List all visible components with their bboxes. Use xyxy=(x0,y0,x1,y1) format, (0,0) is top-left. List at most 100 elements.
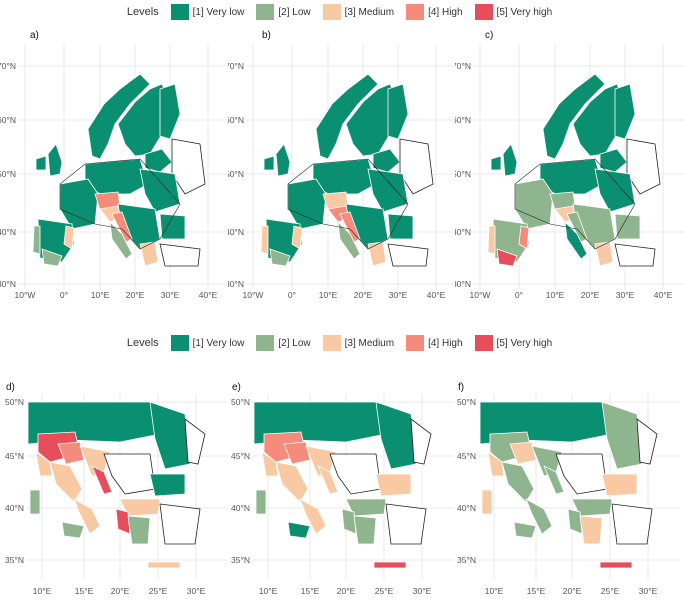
legend-item-very-low: [1] Very low xyxy=(170,4,245,20)
region-romania-ukraine xyxy=(375,401,417,470)
legend-item-very-high: [5] Very high xyxy=(474,4,552,20)
region-italy-center xyxy=(49,461,83,503)
region-turkey-west xyxy=(611,503,653,545)
y-tick-label: 40°N xyxy=(457,503,476,513)
region-france xyxy=(514,178,554,230)
region-france xyxy=(287,178,327,230)
x-tick-label: 10°W xyxy=(15,290,36,300)
europe-map-c: 10°W 0° 10°E 20°E 30°E 40°E 70°N 60°N 50°N 40°N 30… xyxy=(455,44,685,300)
y-tick-label: 70°N xyxy=(0,61,16,71)
region-poland-ukraine xyxy=(594,168,636,213)
region-poland-ukraine xyxy=(139,168,181,213)
region-norway xyxy=(315,73,379,160)
legend-swatch xyxy=(474,4,493,20)
x-tick-label: 25°E xyxy=(601,586,620,596)
x-tick-label: 0° xyxy=(515,290,523,300)
region-ireland xyxy=(490,155,502,171)
legend-swatch xyxy=(406,4,425,20)
region-finland-east xyxy=(614,83,636,140)
region-baltic xyxy=(599,148,628,173)
region-portugal xyxy=(487,225,496,255)
legend-title: Levels xyxy=(126,6,159,18)
region-veneto xyxy=(57,441,85,465)
y-tick-label: 40°N xyxy=(228,227,244,237)
region-sardinia xyxy=(255,489,267,515)
x-tick-label: 10°E xyxy=(33,586,52,596)
panel-label-a: a) xyxy=(30,30,39,41)
map-panel-a: 10°W 0° 10°E 20°E 30°E 40°E 70°N 60°N 50°N 40°N 30… xyxy=(0,44,230,306)
region-italy-south xyxy=(73,498,101,535)
legend-swatch xyxy=(474,335,493,351)
region-romania xyxy=(387,213,414,240)
x-tick-label: 20°E xyxy=(337,586,356,596)
x-tick-label: 10°E xyxy=(546,290,565,300)
region-italy-coast-west xyxy=(261,451,279,477)
region-italy-south xyxy=(525,498,553,535)
region-italy-center xyxy=(275,461,309,503)
region-turkey-west xyxy=(385,503,427,545)
region-veneto xyxy=(509,441,537,465)
y-tick-label: 70°N xyxy=(455,61,471,71)
region-spain-south xyxy=(41,248,63,267)
region-greece-west xyxy=(115,508,131,535)
y-tick-label: 40°N xyxy=(0,227,16,237)
balkan-italy-map-f: 10°E 15°E 20°E 25°E 30°E 50°N 45°N 40°N 35°N xyxy=(457,394,680,596)
x-tick-label: 40°E xyxy=(654,290,673,300)
x-tick-label: 30°E xyxy=(187,586,206,596)
region-sicily xyxy=(513,521,537,539)
region-spain-east xyxy=(291,225,303,250)
y-tick-label: 30°N xyxy=(0,279,16,289)
legend-label: [1] Very low xyxy=(192,6,245,18)
y-tick-label: 45°N xyxy=(457,451,476,461)
region-serbia-bosnia xyxy=(103,453,156,495)
y-tick-label: 60°N xyxy=(0,115,16,125)
region-portugal xyxy=(260,225,269,255)
x-tick-label: 10°E xyxy=(485,586,504,596)
region-russia-west xyxy=(399,138,434,195)
region-ireland xyxy=(35,155,47,171)
x-tick-label: 30°E xyxy=(389,290,408,300)
legend-label: [2] Low xyxy=(278,6,311,18)
legend-swatch xyxy=(256,335,275,351)
y-tick-label: 40°N xyxy=(5,503,24,513)
y-tick-label: 35°N xyxy=(231,555,250,565)
x-tick-label: 10°W xyxy=(470,290,491,300)
region-turkey-west xyxy=(614,243,656,267)
region-ireland xyxy=(263,155,275,171)
region-italy-south xyxy=(299,498,327,535)
legend-item-low: [2] Low xyxy=(256,335,311,351)
x-tick-label: 20°E xyxy=(126,290,145,300)
x-tick-label: 10°E xyxy=(259,586,278,596)
y-tick-label: 45°N xyxy=(231,451,250,461)
x-tick-label: 30°E xyxy=(413,586,432,596)
region-romania-ukraine xyxy=(149,401,191,470)
region-spain-south xyxy=(269,248,291,267)
region-sardinia xyxy=(481,489,493,515)
region-sicily xyxy=(61,521,85,539)
region-greece-west xyxy=(567,508,583,535)
region-greece-south xyxy=(579,515,603,545)
region-turkey-west xyxy=(159,243,201,267)
map-panel-b: 10°W 0° 10°E 20°E 30°E 40°E 70°N 60°N 50°N 40°N 30… xyxy=(228,44,458,306)
region-dalmatia xyxy=(91,465,113,495)
legend-item-medium: [3] Medium xyxy=(322,4,394,20)
x-tick-label: 25°E xyxy=(149,586,168,596)
region-greece xyxy=(594,241,614,267)
region-moldova-east xyxy=(184,418,206,465)
legend-swatch xyxy=(256,4,275,20)
region-crete xyxy=(147,561,181,569)
y-tick-label: 50°N xyxy=(228,169,244,179)
legend-bottom: Levels [1] Very low [2] Low [3] Medium [… xyxy=(0,333,685,353)
region-spain-east xyxy=(63,225,75,250)
legend-swatch xyxy=(322,4,341,20)
region-outline xyxy=(59,158,181,250)
x-tick-label: 40°E xyxy=(199,290,218,300)
y-tick-label: 50°N xyxy=(0,169,16,179)
region-serbia-bosnia xyxy=(555,453,608,495)
y-tick-label: 60°N xyxy=(455,115,471,125)
region-baltic xyxy=(144,148,173,173)
region-finland-east xyxy=(387,83,409,140)
region-outline xyxy=(514,158,636,250)
region-moldova-east xyxy=(636,418,658,465)
legend-label: [4] High xyxy=(428,337,463,349)
